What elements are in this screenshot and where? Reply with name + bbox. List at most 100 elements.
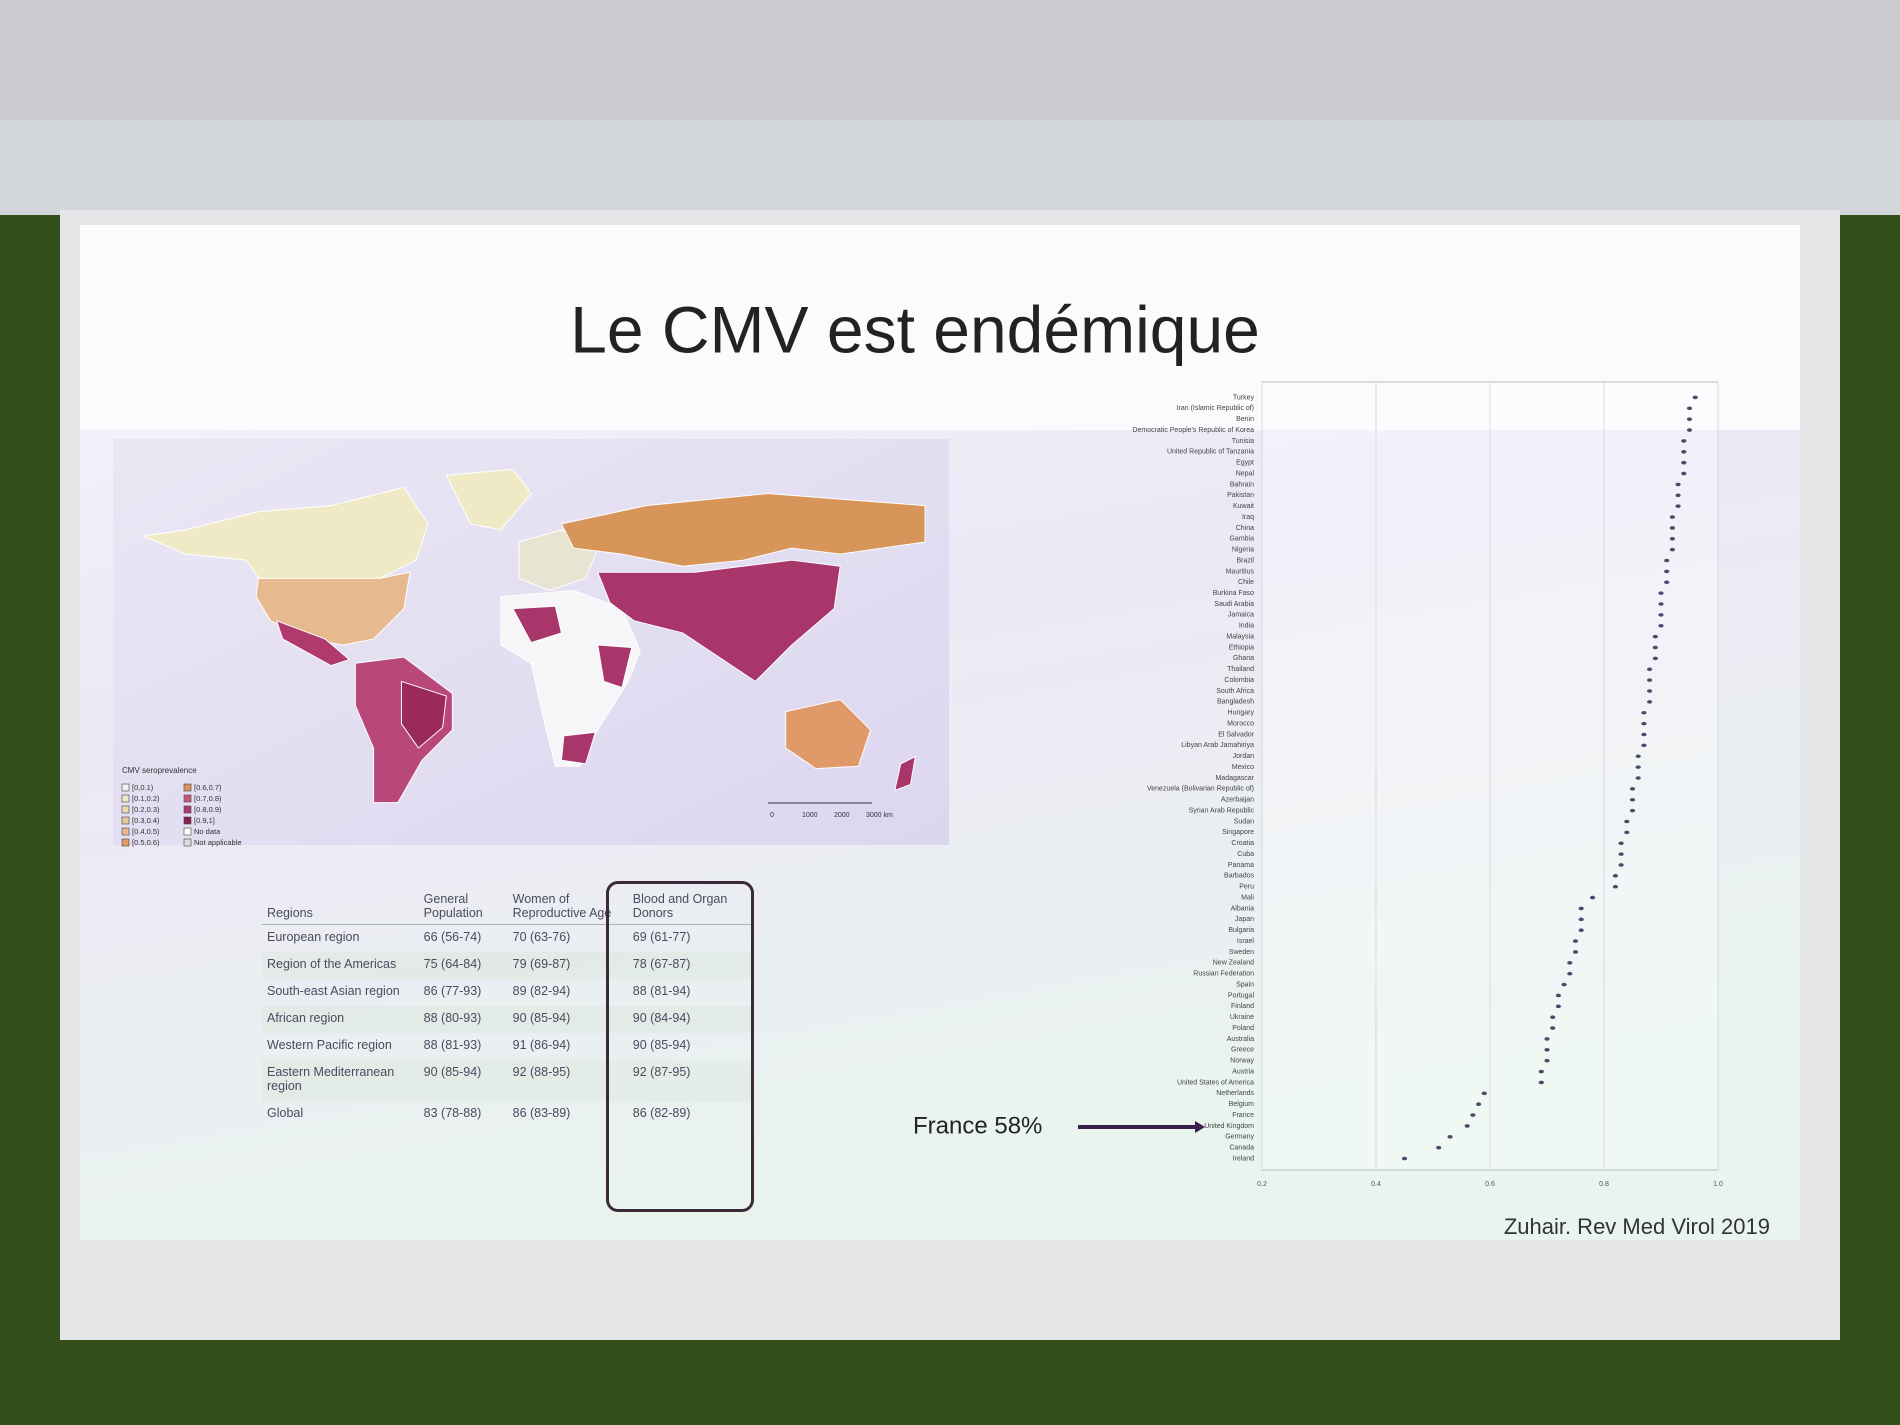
africa-south <box>560 731 597 765</box>
brazil <box>400 680 447 749</box>
country-label: Singapore <box>1222 829 1254 836</box>
estimate-dot <box>1647 667 1653 672</box>
country-label: Mauritius <box>1226 568 1255 575</box>
country-label: Finland <box>1231 1003 1254 1010</box>
country-label: Nigeria <box>1232 547 1254 554</box>
scale-label: 2000 <box>834 812 850 819</box>
greenland <box>445 468 532 531</box>
country-label: United States of America <box>1177 1079 1254 1086</box>
country-label: Peru <box>1239 884 1254 891</box>
country-label: Pakistan <box>1227 492 1254 499</box>
estimate-dot <box>1641 743 1647 748</box>
estimate-dot <box>1647 689 1653 693</box>
region-cell: African region <box>262 1006 419 1033</box>
estimate-dot <box>1401 1156 1408 1161</box>
country-label: Libyan Arab Jamahiriya <box>1181 742 1254 749</box>
legend-swatch <box>183 805 192 814</box>
estimate-dot <box>1555 993 1561 998</box>
estimate-dot <box>1476 1102 1482 1106</box>
estimate-dot <box>1572 950 1579 954</box>
estimate-dot <box>1681 439 1687 443</box>
estimate-dot <box>1555 1004 1561 1009</box>
country-label: Greece <box>1231 1047 1254 1054</box>
value-cell: 90 (85-94) <box>418 1060 508 1101</box>
x-tick-label: 0.4 <box>1371 1181 1381 1188</box>
country-label: Iran (Islamic Republic of) <box>1177 405 1254 412</box>
legend-label: [0.7,0.8) <box>194 794 222 803</box>
legend-label: [0.9,1] <box>194 816 215 825</box>
estimate-dot <box>1618 852 1624 856</box>
value-cell: 75 (64-84) <box>418 952 508 979</box>
estimate-dot <box>1635 776 1641 780</box>
country-label: Gambia <box>1229 536 1254 543</box>
legend-swatch <box>121 794 130 803</box>
estimate-dot <box>1470 1113 1476 1117</box>
scale-label: 3000 km <box>866 812 893 819</box>
legend-label: No data <box>194 827 221 836</box>
canada <box>141 486 429 585</box>
region-cell: South-east Asian region <box>267 984 400 998</box>
legend-swatch <box>183 827 192 836</box>
estimate-dot <box>1612 884 1618 889</box>
value-cell: 88 (80-93) <box>418 1006 508 1033</box>
country-label: Colombia <box>1224 677 1254 684</box>
x-tick-label: 0.2 <box>1257 1181 1267 1188</box>
region-cell: Eastern Mediterranean region <box>262 1060 419 1101</box>
country-label: Burkina Faso <box>1213 590 1254 597</box>
value-cell: 91 (86-94) <box>512 1038 571 1052</box>
source: Zuhair. Rev Med Virol 2019 <box>1504 1214 1770 1239</box>
country-label: Sudan <box>1234 818 1254 825</box>
legend-swatch <box>121 816 130 825</box>
legend-label: [0,0.1) <box>132 783 154 792</box>
estimate-dot <box>1681 460 1687 465</box>
value-cell: 92 (87-95) <box>627 1060 754 1101</box>
legend-swatch <box>183 794 192 803</box>
estimate-dot <box>1669 536 1675 541</box>
value-cell: 70 (63-76) <box>512 930 571 944</box>
value-cell: 78 (67-87) <box>627 952 754 979</box>
country-label: United Kingdom <box>1204 1123 1254 1130</box>
value-cell: 88 (81-93) <box>423 1038 482 1052</box>
estimate-dot <box>1550 1015 1556 1020</box>
estimate-dot <box>1544 1048 1550 1052</box>
country-label: Belgium <box>1229 1101 1254 1108</box>
table-row: European region 66 (56-74) 70 (63-76) 69 (6… <box>262 925 754 953</box>
estimate-dot <box>1629 787 1636 791</box>
new-zealand <box>894 755 916 792</box>
country-label: Japan <box>1235 916 1254 923</box>
legend-label: [0.1,0.2) <box>132 794 160 803</box>
estimate-dot <box>1669 526 1675 530</box>
country-label: New Zealand <box>1213 960 1254 967</box>
legend-swatch <box>121 805 130 814</box>
country-label: Iraq <box>1242 514 1254 521</box>
country-label: Madagascar <box>1215 775 1254 782</box>
column-header: General Population <box>418 888 508 925</box>
estimate-dot <box>1464 1124 1470 1128</box>
column-header: Regions <box>262 888 419 925</box>
country-label: Venezuela (Bolivarian Republic of) <box>1147 786 1254 793</box>
country-label: Canada <box>1229 1145 1254 1152</box>
estimate-dot <box>1629 808 1636 813</box>
country-label: Netherlands <box>1216 1090 1254 1097</box>
estimate-dot <box>1544 1037 1550 1041</box>
country-label: Democratic People's Republic of Korea <box>1132 427 1254 434</box>
estimate-dot <box>1635 754 1641 759</box>
country-label: Kuwait <box>1233 503 1254 510</box>
legend-title: CMV seroprevalence <box>122 766 197 775</box>
legend-label: [0.2,0.3) <box>132 805 160 814</box>
region-cell: Region of the Americas <box>262 952 419 979</box>
estimate-dot <box>1692 395 1698 400</box>
value-cell: 69 (61-77) <box>632 930 691 944</box>
title-band <box>80 225 1800 430</box>
estimate-dot <box>1664 580 1670 585</box>
legend-swatch <box>183 783 192 792</box>
slide-title: Le CMV est endémique <box>570 292 1260 366</box>
annotation: France 58% <box>913 1112 1042 1139</box>
country-label: Tunisia <box>1232 438 1254 445</box>
estimate-dot <box>1675 504 1681 508</box>
country-label: Russian Federation <box>1193 971 1254 978</box>
region-cell: European region <box>267 930 360 944</box>
table-row: South-east Asian region 86 (77-93) 89 (82-… <box>262 979 754 1006</box>
